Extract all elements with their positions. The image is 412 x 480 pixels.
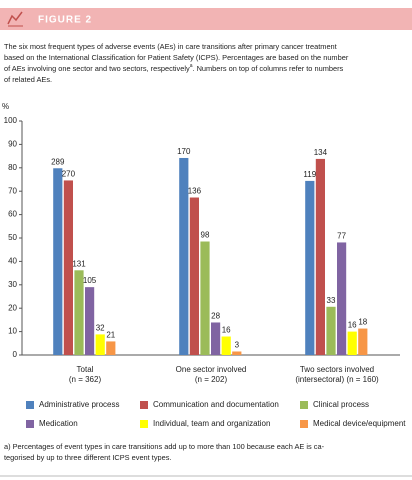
y-tick-label: 10 [8,327,17,336]
count-label: 289 [51,157,65,166]
count-label: 21 [106,331,115,340]
caption-line: of related AEs. [4,75,52,84]
legend-swatch [300,420,308,428]
bar [189,197,199,355]
y-tick-label: 0 [13,350,18,359]
count-label: 105 [83,276,97,285]
count-label: 170 [177,147,191,156]
legend-label: Medication [39,419,78,428]
legend-swatch [300,401,308,409]
bar [95,334,105,355]
count-label: 16 [222,326,231,335]
bar [337,242,347,355]
x-tick-label: (n = 202) [195,375,228,384]
legend-swatch [140,401,148,409]
count-label: 16 [348,321,357,330]
count-label: 32 [96,324,105,333]
count-label: 77 [337,232,346,241]
count-label: 3 [235,341,240,350]
count-label: 33 [327,296,336,305]
x-tick-label: Two sectors involved [300,365,374,374]
bar [106,341,116,355]
x-tick-label: (intersectoral) (n = 160) [295,375,379,384]
x-tick-label: Total [77,365,94,374]
count-label: 136 [188,187,202,196]
count-label: 134 [314,148,328,157]
bar [179,157,189,355]
caption-line: The six most frequent types of adverse e… [4,42,337,51]
count-label: 98 [201,231,210,240]
legend-label: Individual, team and organization [153,419,270,428]
count-label: 270 [62,170,76,179]
bar [74,270,84,355]
x-tick-label: One sector involved [176,365,247,374]
caption-sup: a [190,63,193,69]
bar [221,336,231,355]
count-label: 18 [358,318,367,327]
y-tick-label: 90 [8,140,17,149]
count-label: 119 [303,170,316,179]
y-tick-label: 30 [8,280,17,289]
legend-label: Administrative process [39,400,119,409]
y-tick-label: 50 [8,233,17,242]
bar [53,168,63,355]
legend-label: Medical device/equipment [313,419,406,428]
legend-swatch [140,420,148,428]
legend-swatch [26,401,34,409]
header-bar [0,8,412,30]
bar [347,331,357,355]
footnote-line: tegorised by up to three different ICPS … [4,453,171,462]
bar [326,306,336,355]
legend-label: Communication and documentation [153,400,279,409]
bar [63,180,73,355]
y-tick-label: 70 [8,186,17,195]
caption-line: of AEs involving one sector and two sect… [4,63,344,73]
legend-label: Clinical process [313,400,369,409]
count-label: 28 [211,312,220,321]
caption-part: of AEs involving one sector and two sect… [4,64,190,73]
bar [232,351,242,355]
y-tick-label: 20 [8,303,17,312]
y-tick-label: 80 [8,163,17,172]
y-tick-label: 100 [4,116,18,125]
legend-swatch [26,420,34,428]
bar [358,328,368,355]
header-icon [7,11,23,25]
bar [211,322,221,355]
y-tick-label: 60 [8,210,17,219]
bar [315,158,325,355]
caption-line: based on the International Classificatio… [4,53,349,62]
y-axis-label: % [2,102,9,111]
caption-part: . Numbers on top of columns refer to num… [192,64,343,73]
bar [85,287,95,355]
count-label: 131 [72,259,86,268]
footnote-line: a) Percentages of event types in care tr… [4,442,325,451]
x-tick-label: (n = 362) [69,375,102,384]
bar [200,241,210,355]
bar [305,180,315,355]
header-label: FIGURE 2 [38,15,92,26]
y-tick-label: 40 [8,257,17,266]
